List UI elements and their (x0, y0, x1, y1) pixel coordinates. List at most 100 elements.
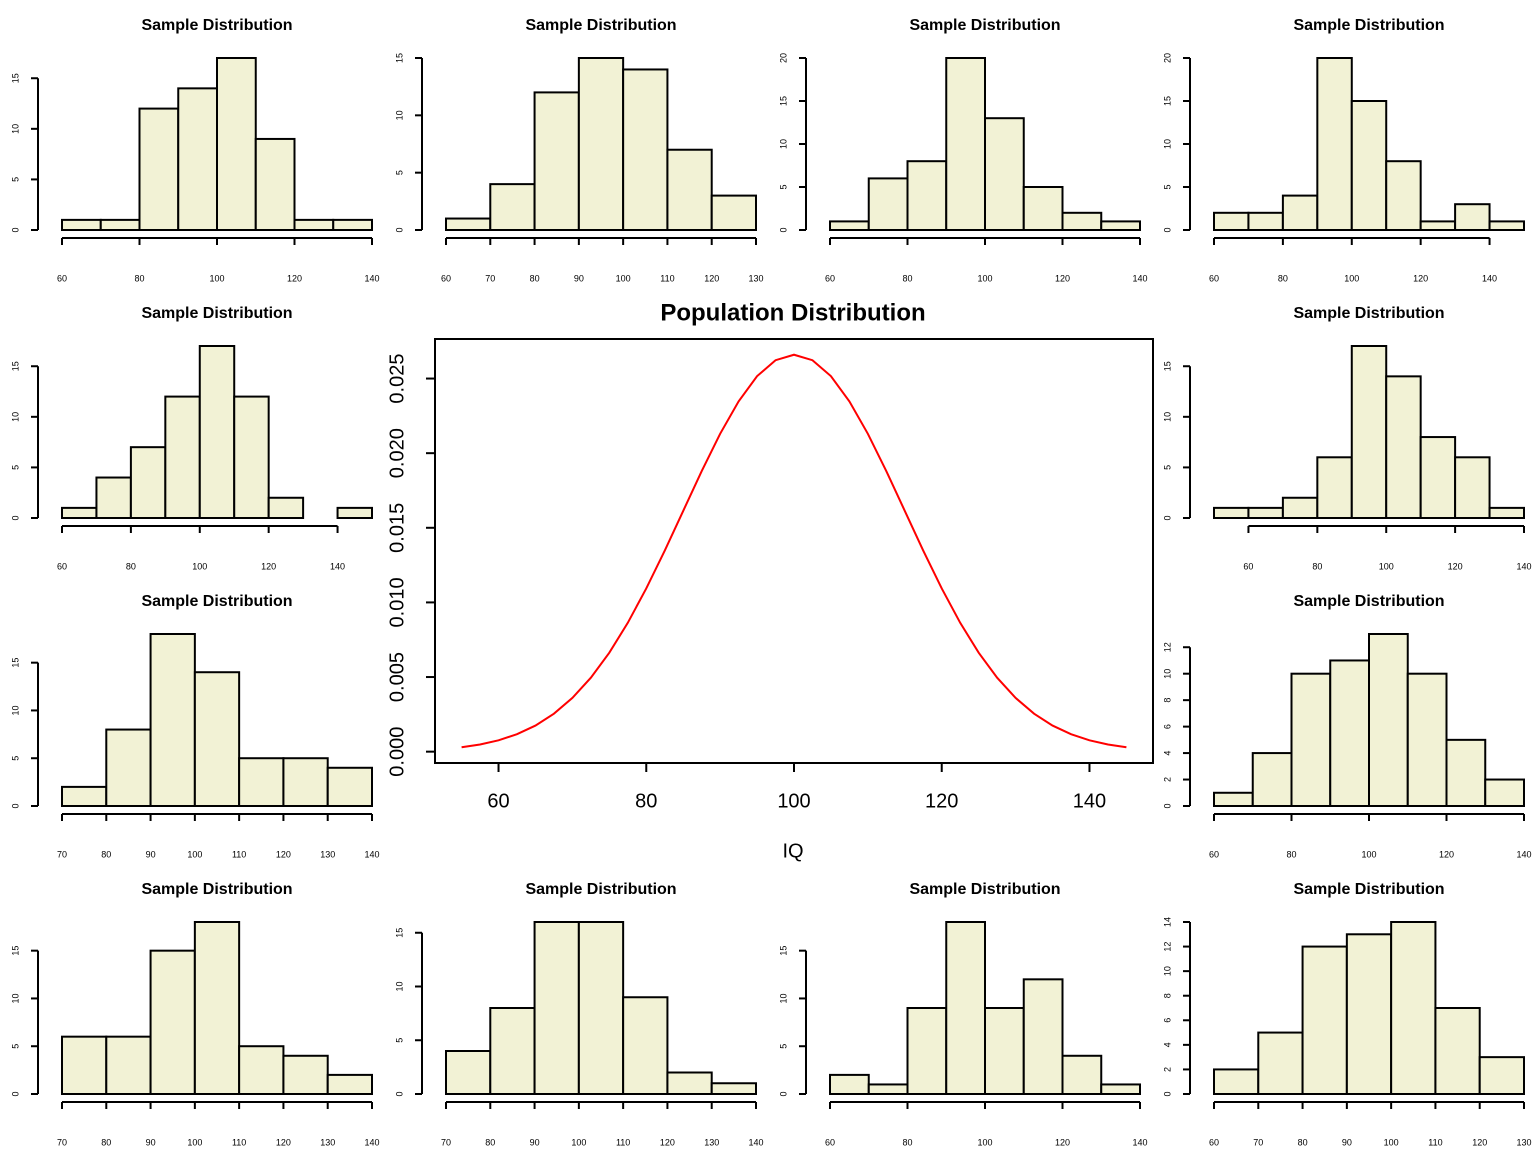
y-tick-label: 10 (1162, 669, 1172, 679)
bar (489, 1007, 536, 1095)
x-tick-label: 110 (660, 273, 674, 283)
x-tick-label: 80 (101, 849, 111, 859)
y-tick-label: 5 (1162, 184, 1172, 189)
chart-title: Sample Distribution (1293, 17, 1444, 34)
x-tick-label: 120 (1413, 273, 1428, 283)
bar (164, 395, 201, 519)
bar (1257, 1031, 1304, 1095)
y-tick-label: 5 (778, 184, 788, 189)
bar (1329, 659, 1370, 808)
x-tick-label: 60 (1243, 561, 1253, 571)
y-tick-label: 10 (10, 412, 20, 422)
chart-title: Population Distribution (660, 299, 925, 326)
x-tick-label: 140 (364, 1137, 379, 1147)
x-tick-label: 130 (704, 1137, 719, 1147)
bar (216, 57, 257, 231)
x-tick-label: 70 (485, 273, 495, 283)
y-tick-label: 20 (1162, 53, 1172, 63)
bar (1488, 220, 1525, 231)
x-tick-label: 120 (1448, 561, 1463, 571)
x-tick-label: 80 (485, 1137, 495, 1147)
bar (867, 177, 909, 231)
chart-title: Sample Distribution (141, 593, 292, 610)
bar (1484, 778, 1525, 807)
bar (1213, 211, 1250, 232)
x-tick-label: 110 (232, 1137, 246, 1147)
x-tick-label: 120 (276, 1137, 291, 1147)
bar (336, 506, 373, 520)
y-tick-label: 0 (394, 1091, 404, 1096)
bar (193, 671, 241, 807)
y-tick-label: 5 (394, 170, 404, 175)
bar (1350, 100, 1388, 231)
y-tick-label: 0 (10, 227, 20, 232)
x-tick-label: 100 (977, 1137, 992, 1147)
y-tick-label: 15 (10, 946, 20, 956)
bar (1247, 211, 1284, 232)
x-tick-label: 140 (364, 273, 379, 283)
bar (1434, 1007, 1481, 1095)
y-tick-label: 10 (1162, 139, 1172, 149)
bar (61, 1035, 108, 1095)
y-tick-label: 15 (1162, 96, 1172, 106)
x-tick-label: 140 (1132, 1137, 1147, 1147)
x-tick-label: 100 (209, 273, 224, 283)
bar (1419, 436, 1457, 520)
x-tick-label: 90 (1342, 1137, 1352, 1147)
y-tick-label: 0 (10, 803, 20, 808)
x-tick-label: 130 (1516, 1137, 1531, 1147)
y-tick-label: 0 (1162, 227, 1172, 232)
y-tick-label: 0.010 (386, 577, 408, 627)
y-tick-label: 5 (10, 756, 20, 761)
y-tick-label: 12 (1162, 942, 1172, 952)
y-tick-label: 5 (10, 1044, 20, 1049)
bar (1247, 506, 1284, 520)
bar (1281, 496, 1319, 520)
bar (61, 218, 102, 232)
bar (1100, 1083, 1141, 1096)
bar (1290, 672, 1332, 808)
x-tick-label: 80 (1312, 561, 1322, 571)
y-tick-label: 4 (1162, 1042, 1172, 1047)
y-tick-label: 10 (394, 981, 404, 991)
x-tick-label: 60 (57, 273, 67, 283)
bar (1316, 57, 1353, 231)
bar (1316, 456, 1353, 520)
x-tick-label: 70 (1253, 1137, 1263, 1147)
chart-title: Sample Distribution (909, 17, 1060, 34)
bar (149, 949, 196, 1096)
chart-title: Sample Distribution (525, 17, 676, 34)
bar (1251, 752, 1293, 807)
y-tick-label: 0 (1162, 803, 1172, 808)
bar (282, 1054, 329, 1096)
bar (1281, 194, 1319, 232)
bar (829, 220, 870, 231)
y-tick-label: 15 (394, 53, 404, 63)
plot-frame (434, 338, 1154, 764)
y-tick-label: 6 (1162, 1018, 1172, 1023)
bar (1345, 933, 1393, 1095)
y-tick-label: 2 (1162, 777, 1172, 782)
bar (489, 183, 536, 231)
x-tick-label: 140 (1482, 273, 1497, 283)
chart-title: Sample Distribution (1293, 305, 1444, 322)
x-tick-label: 130 (320, 1137, 335, 1147)
bar (326, 1073, 374, 1096)
bar (577, 57, 625, 231)
x-tick-label: 80 (134, 273, 144, 283)
x-tick-label: 80 (635, 790, 657, 812)
bar (906, 160, 948, 231)
y-tick-label: 14 (1162, 917, 1172, 927)
bar (198, 345, 236, 519)
x-tick-label: 120 (1055, 1137, 1070, 1147)
bar (1100, 220, 1141, 231)
x-tick-label: 80 (126, 561, 136, 571)
x-tick-label: 120 (287, 273, 302, 283)
y-tick-label: 0 (778, 1091, 788, 1096)
y-tick-label: 5 (1162, 465, 1172, 470)
y-tick-label: 5 (394, 1038, 404, 1043)
bar (61, 785, 108, 808)
bar (1301, 945, 1348, 1095)
x-tick-label: 120 (660, 1137, 675, 1147)
